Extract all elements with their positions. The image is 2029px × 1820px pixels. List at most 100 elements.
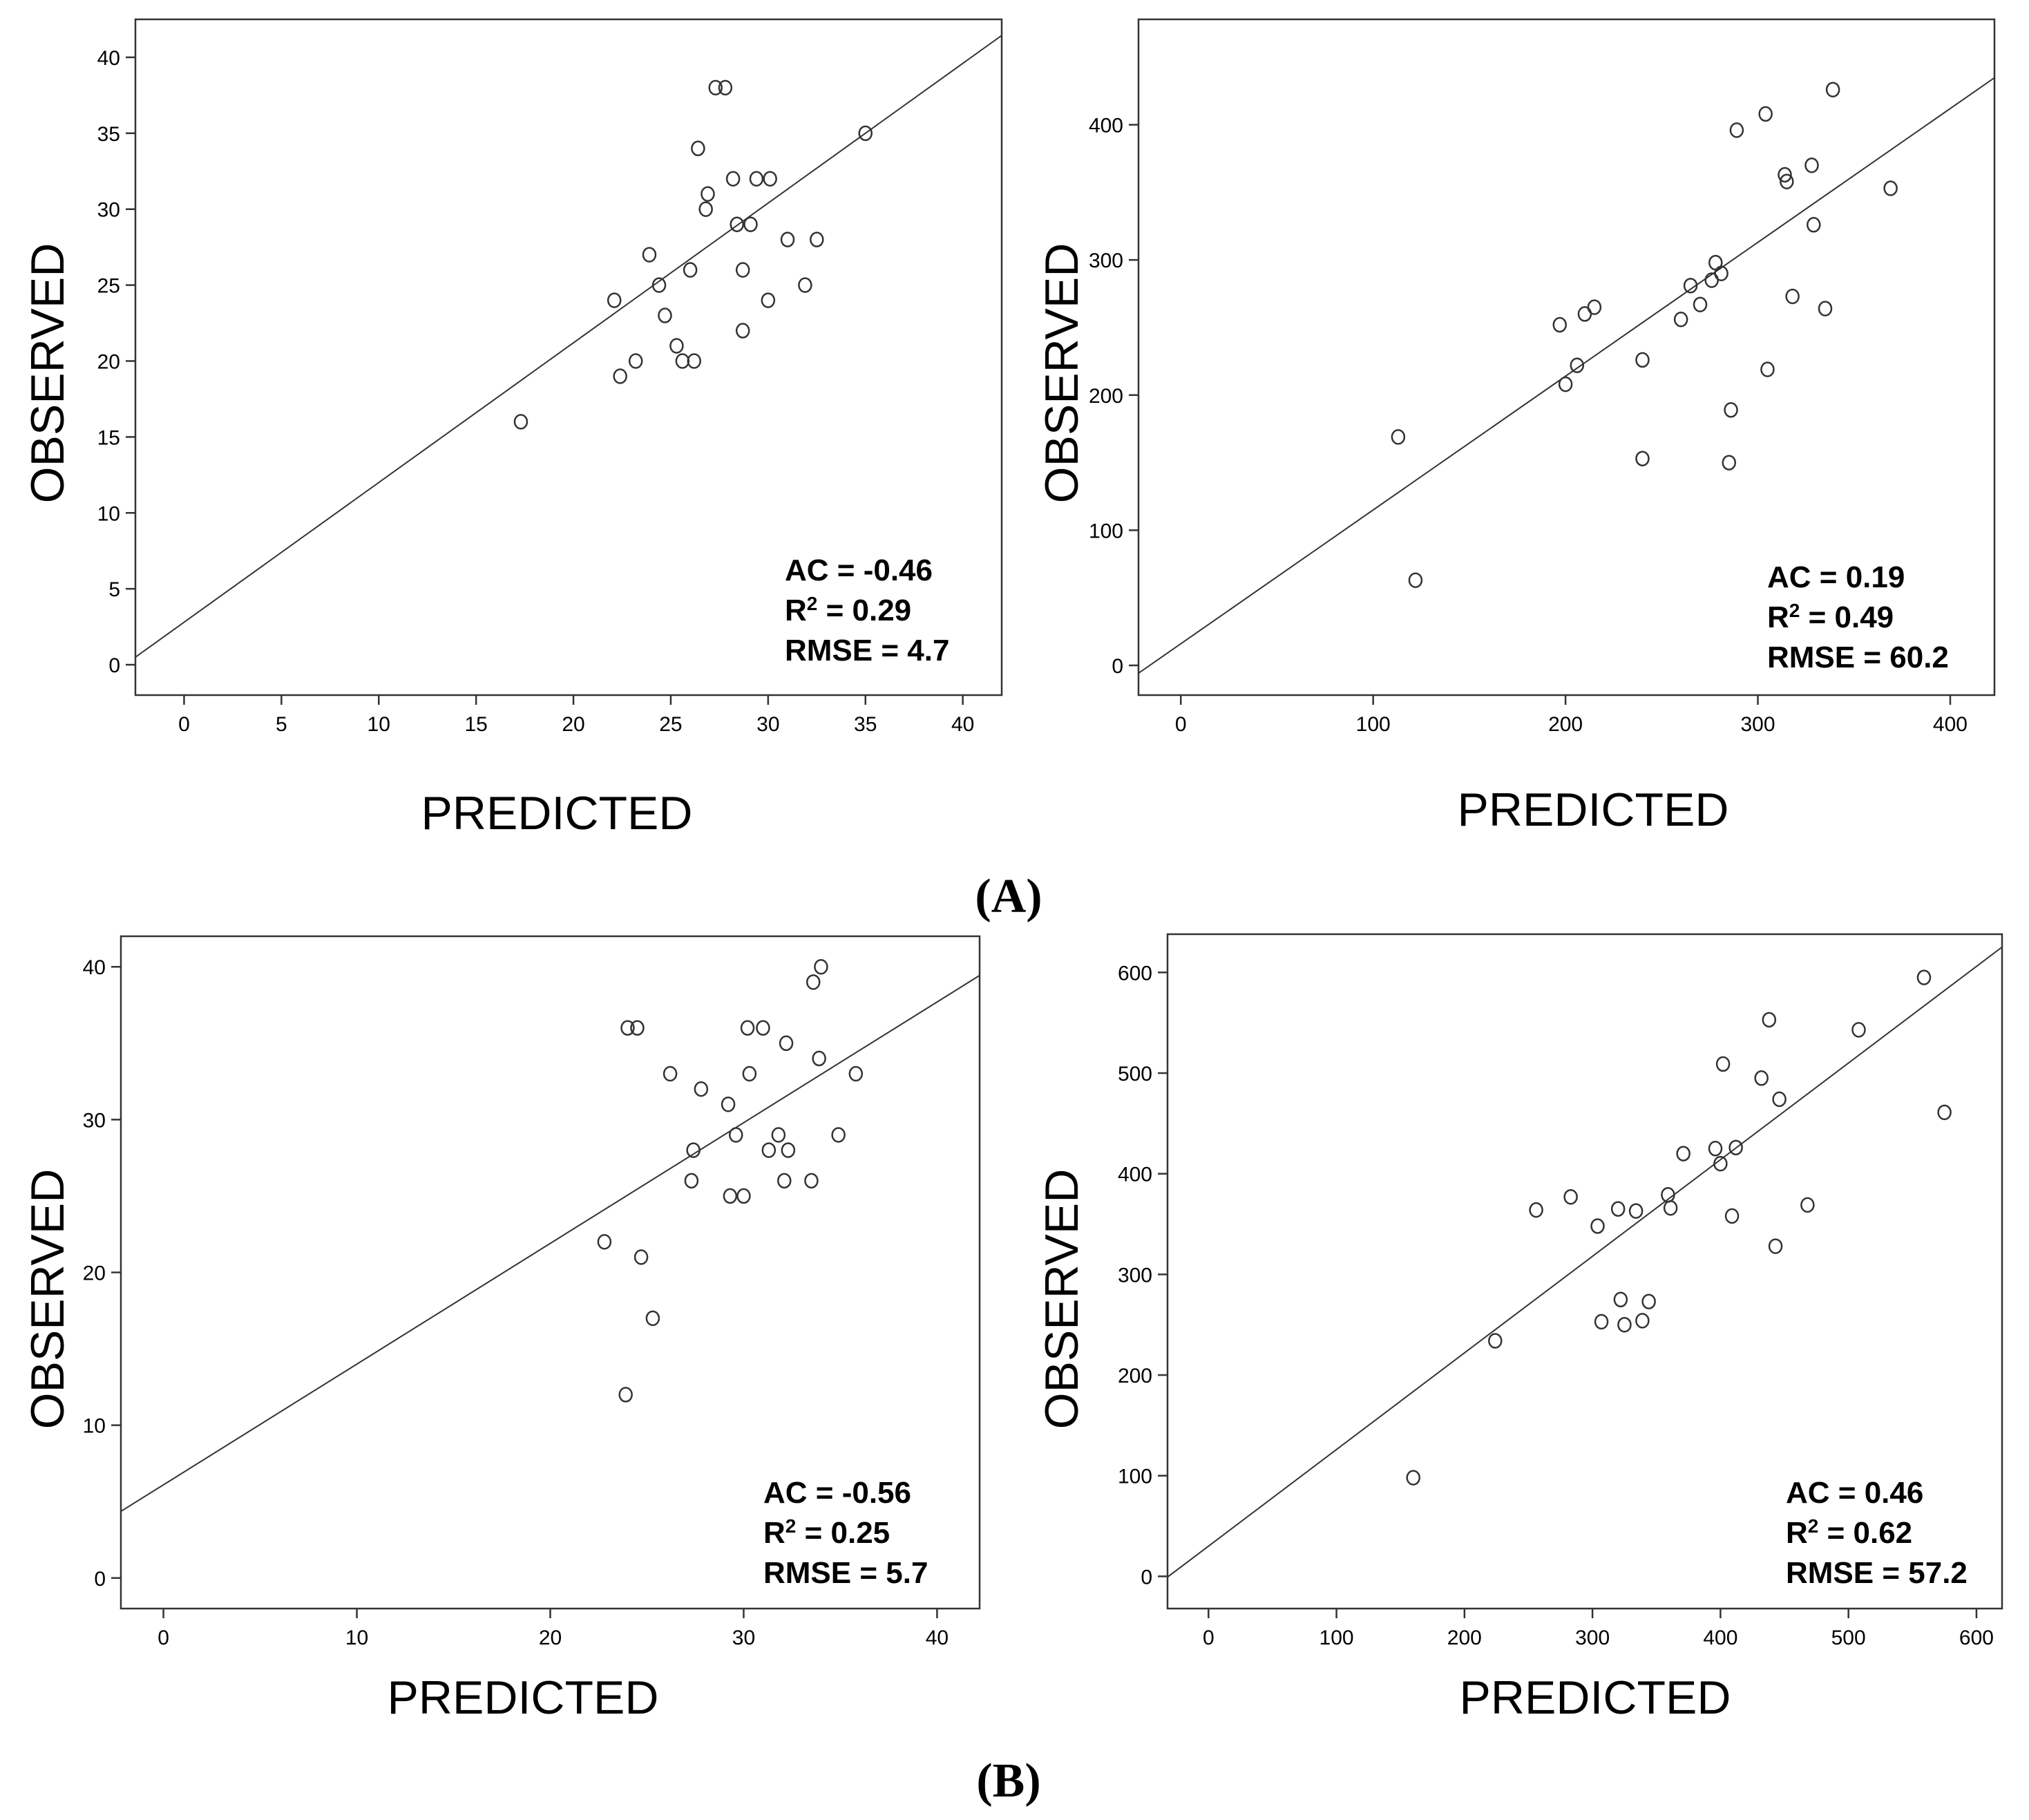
- data-point: [718, 79, 733, 96]
- x-tick-label: 0: [178, 713, 190, 736]
- y-tick-label: 15: [97, 426, 120, 449]
- data-point: [730, 216, 745, 232]
- data-point: [1617, 1316, 1632, 1333]
- x-tick-label: 400: [1703, 1627, 1737, 1649]
- x-axis-title: PREDICTED: [388, 1671, 659, 1724]
- x-tick-label: 600: [1959, 1627, 1994, 1649]
- panel-label-b: (B): [976, 1754, 1040, 1808]
- data-point: [806, 974, 821, 990]
- data-point: [1488, 1333, 1503, 1349]
- x-tick-label: 200: [1548, 713, 1583, 736]
- data-point: [1529, 1202, 1543, 1218]
- data-point: [628, 353, 643, 369]
- data-point: [804, 1173, 819, 1189]
- x-axis-title: PREDICTED: [1458, 784, 1729, 836]
- x-tick-label: 200: [1447, 1627, 1482, 1649]
- data-point: [812, 1050, 826, 1067]
- data-point: [756, 1020, 770, 1036]
- data-point: [742, 1065, 757, 1082]
- data-point: [1724, 1208, 1740, 1224]
- data-point: [1408, 572, 1423, 588]
- data-point: [1406, 1470, 1420, 1486]
- data-point: [1613, 1291, 1628, 1308]
- x-tick-label: 30: [732, 1627, 755, 1649]
- y-axis-title: OBSERVED: [21, 243, 74, 504]
- data-point: [781, 1142, 796, 1158]
- data-point: [771, 1127, 786, 1143]
- y-tick-label: 200: [1118, 1365, 1152, 1387]
- data-point: [613, 368, 627, 384]
- plot-frame: [134, 18, 1003, 696]
- data-point: [831, 1127, 846, 1143]
- data-point: [663, 1065, 678, 1082]
- y-tick-label: 35: [97, 123, 120, 146]
- y-tick-label: 100: [1118, 1466, 1152, 1488]
- y-tick-label: 500: [1118, 1063, 1152, 1086]
- data-point: [634, 1249, 649, 1265]
- data-point: [618, 1387, 633, 1403]
- data-point: [1570, 357, 1585, 373]
- data-point: [1768, 1238, 1783, 1254]
- x-tick-label: 10: [368, 713, 390, 736]
- x-axis-title: PREDICTED: [421, 787, 693, 840]
- data-point: [642, 247, 657, 263]
- data-point: [1683, 278, 1698, 294]
- chart-panels: 0 5 10 15 20 25 30 35 400510152025303540PREDICTE…: [21, 18, 2003, 1724]
- fit-line: [1168, 946, 2002, 1578]
- data-point: [721, 1097, 736, 1112]
- stat-r2: R2 = 0.62: [1786, 1515, 1912, 1551]
- y-tick-label: 600: [1118, 962, 1152, 985]
- chart-panel-3: 0 10 20 30 40 0 10 20 30 40 PREDICTED OBSERVED AC = …: [21, 935, 981, 1724]
- data-point: [1715, 1056, 1731, 1072]
- plot-frame: [1137, 18, 1996, 696]
- data-point: [1587, 299, 1602, 315]
- x-tick-label: 15: [464, 713, 487, 736]
- y-tick-label: 0: [108, 654, 120, 677]
- data-point: [810, 231, 824, 247]
- data-point: [1590, 1218, 1605, 1234]
- data-point: [743, 216, 758, 232]
- y-tick-label: 400: [1118, 1164, 1152, 1186]
- stat-rmse: RMSE = 4.7: [785, 634, 949, 667]
- y-axis-title: OBSERVED: [21, 1169, 74, 1430]
- data-point: [749, 171, 764, 187]
- data-point: [1641, 1293, 1656, 1309]
- panel-label-a: (A): [975, 870, 1042, 923]
- data-point: [1883, 180, 1898, 196]
- y-tick-label: 300: [1089, 249, 1123, 272]
- data-point: [740, 1020, 755, 1036]
- data-point: [1713, 1155, 1728, 1172]
- data-point: [1758, 106, 1773, 122]
- x-tick-label: 100: [1356, 713, 1391, 736]
- data-point: [1635, 1313, 1650, 1329]
- y-tick-label: 30: [83, 1109, 106, 1132]
- fit-line: [135, 35, 1002, 658]
- data-point: [848, 1065, 864, 1082]
- data-point: [1563, 1188, 1578, 1205]
- x-tick-label: 25: [659, 713, 682, 736]
- x-tick-label: 40: [926, 1627, 949, 1649]
- data-point: [1804, 157, 1819, 173]
- data-point: [630, 1020, 645, 1036]
- x-tick-label: 40: [951, 713, 974, 736]
- data-point: [708, 79, 723, 96]
- data-point: [780, 231, 795, 247]
- data-point: [645, 1310, 660, 1327]
- x-tick-label: 400: [1933, 713, 1968, 736]
- data-point: [1722, 455, 1737, 471]
- data-point: [1594, 1314, 1609, 1330]
- data-point: [1635, 352, 1650, 368]
- x-tick-label: 500: [1831, 1627, 1866, 1649]
- data-point: [1558, 376, 1573, 392]
- data-point: [1937, 1104, 1952, 1121]
- data-point: [814, 958, 828, 975]
- x-tick-label: 30: [756, 713, 779, 736]
- y-tick-label: 30: [97, 199, 120, 222]
- data-point: [736, 1188, 751, 1204]
- fit-line: [121, 974, 980, 1513]
- stat-rmse: RMSE = 57.2: [1786, 1556, 1968, 1590]
- data-point: [1916, 969, 1932, 985]
- data-point: [1552, 316, 1568, 333]
- stat-ac: AC = 0.19: [1767, 560, 1905, 594]
